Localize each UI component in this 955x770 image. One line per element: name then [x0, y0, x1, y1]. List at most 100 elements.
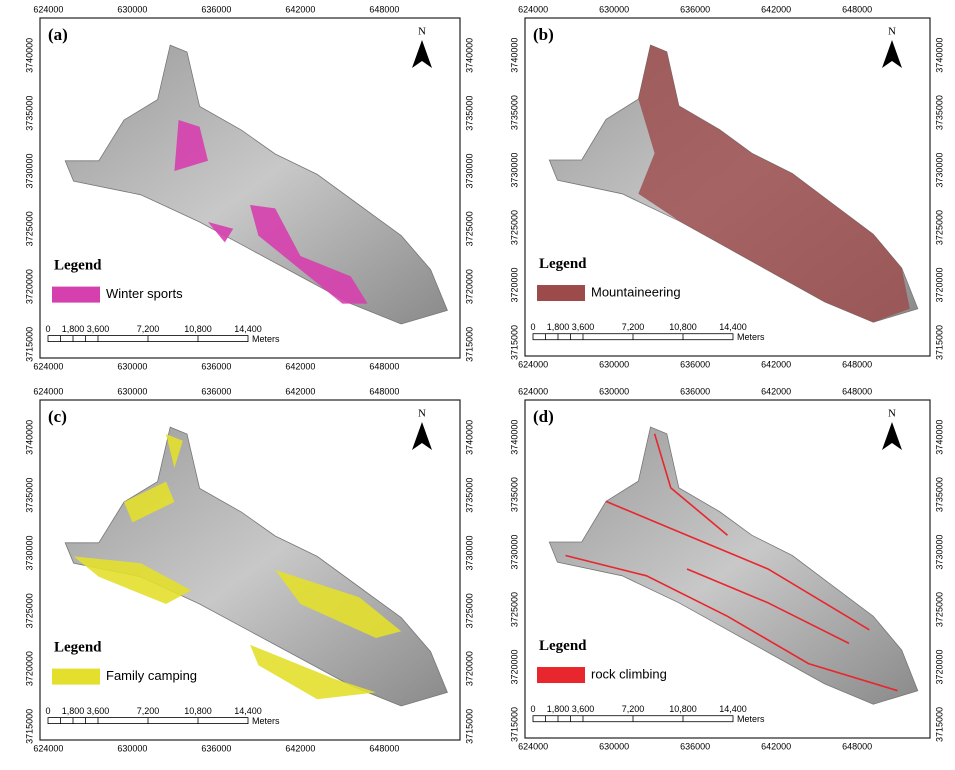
y-coord-label: 3720000 — [509, 267, 519, 302]
legend-title: Legend — [539, 256, 587, 272]
x-coord-label: 642000 — [285, 361, 315, 371]
x-coord-label: 636000 — [680, 359, 710, 369]
x-coord-label: 624000 — [33, 4, 63, 14]
x-coord-label: 636000 — [680, 4, 710, 14]
scale-label: 10,800 — [184, 706, 212, 716]
scale-unit: Meters — [737, 332, 765, 342]
y-coord-label: 3725000 — [24, 211, 34, 246]
x-coord-label: 642000 — [285, 743, 315, 753]
figure: (a)NLegendWinter sports01,8003,6007,2001… — [0, 0, 955, 770]
y-coord-label: 3720000 — [934, 649, 944, 684]
y-coord-label: 3715000 — [509, 325, 519, 360]
x-coord-label: 630000 — [599, 386, 629, 396]
legend-item: rock climbing — [591, 666, 667, 681]
scale-unit: Meters — [252, 334, 280, 344]
x-coord-label: 624000 — [33, 743, 63, 753]
y-coord-label: 3730000 — [464, 535, 474, 570]
y-coord-label: 3715000 — [464, 709, 474, 744]
scale-label: 10,800 — [669, 704, 697, 714]
scale-label: 0 — [530, 704, 535, 714]
y-coord-label: 3725000 — [464, 593, 474, 628]
y-coord-label: 3725000 — [509, 592, 519, 627]
north-label: N — [888, 408, 896, 420]
scale-label: 3,600 — [572, 704, 595, 714]
legend-swatch — [52, 669, 100, 685]
y-coord-label: 3730000 — [509, 153, 519, 188]
x-coord-label: 630000 — [599, 4, 629, 14]
x-coord-label: 630000 — [117, 4, 147, 14]
y-coord-label: 3740000 — [24, 38, 34, 73]
y-coord-label: 3730000 — [24, 535, 34, 570]
north-label: N — [418, 26, 426, 38]
x-coord-label: 630000 — [117, 743, 147, 753]
y-coord-label: 3720000 — [464, 269, 474, 304]
scale-label: 7,200 — [622, 322, 645, 332]
scale-label: 14,400 — [234, 706, 262, 716]
y-coord-label: 3720000 — [464, 651, 474, 686]
y-coord-label: 3730000 — [934, 535, 944, 570]
y-coord-label: 3715000 — [464, 327, 474, 362]
x-coord-label: 636000 — [201, 743, 231, 753]
panel-label: (d) — [533, 407, 554, 426]
x-coord-label: 648000 — [369, 743, 399, 753]
x-coord-label: 648000 — [842, 741, 872, 751]
legend-item: Family camping — [106, 668, 197, 683]
y-coord-label: 3735000 — [509, 477, 519, 512]
x-coord-label: 642000 — [761, 386, 791, 396]
y-coord-label: 3740000 — [464, 420, 474, 455]
y-coord-label: 3740000 — [509, 38, 519, 73]
y-coord-label: 3740000 — [934, 420, 944, 455]
scale-label: 10,800 — [669, 322, 697, 332]
y-coord-label: 3730000 — [464, 153, 474, 188]
x-coord-label: 648000 — [842, 359, 872, 369]
scale-label: 3,600 — [87, 324, 110, 334]
x-coord-label: 648000 — [369, 386, 399, 396]
y-coord-label: 3735000 — [24, 478, 34, 513]
y-coord-label: 3735000 — [509, 95, 519, 130]
y-coord-label: 3715000 — [24, 327, 34, 362]
x-coord-label: 642000 — [285, 4, 315, 14]
scale-label: 1,800 — [547, 704, 570, 714]
scale-unit: Meters — [737, 714, 765, 724]
y-coord-label: 3740000 — [934, 38, 944, 73]
scale-label: 3,600 — [87, 706, 110, 716]
x-coord-label: 630000 — [117, 386, 147, 396]
x-coord-label: 648000 — [842, 4, 872, 14]
y-coord-label: 3740000 — [24, 420, 34, 455]
y-coord-label: 3725000 — [934, 592, 944, 627]
map-panel: (b)NLegendMountaineering01,8003,6007,200… — [509, 4, 944, 369]
x-coord-label: 624000 — [518, 741, 548, 751]
panel-label: (a) — [48, 25, 68, 44]
y-coord-label: 3725000 — [509, 210, 519, 245]
x-coord-label: 636000 — [201, 386, 231, 396]
panel-label: (b) — [533, 25, 554, 44]
y-coord-label: 3720000 — [24, 651, 34, 686]
x-coord-label: 624000 — [33, 361, 63, 371]
scale-label: 14,400 — [719, 704, 747, 714]
y-coord-label: 3735000 — [24, 96, 34, 131]
x-coord-label: 642000 — [285, 386, 315, 396]
y-coord-label: 3715000 — [509, 707, 519, 742]
scale-label: 14,400 — [719, 322, 747, 332]
y-coord-label: 3730000 — [509, 535, 519, 570]
x-coord-label: 624000 — [33, 386, 63, 396]
scale-label: 1,800 — [62, 706, 85, 716]
x-coord-label: 636000 — [201, 361, 231, 371]
y-coord-label: 3735000 — [934, 95, 944, 130]
y-coord-label: 3725000 — [934, 210, 944, 245]
scale-label: 7,200 — [622, 704, 645, 714]
y-coord-label: 3715000 — [24, 709, 34, 744]
x-coord-label: 648000 — [369, 4, 399, 14]
x-coord-label: 630000 — [117, 361, 147, 371]
x-coord-label: 624000 — [518, 4, 548, 14]
y-coord-label: 3735000 — [464, 96, 474, 131]
scale-label: 7,200 — [137, 324, 160, 334]
scale-label: 7,200 — [137, 706, 160, 716]
scale-label: 3,600 — [572, 322, 595, 332]
y-coord-label: 3715000 — [934, 707, 944, 742]
scale-label: 0 — [530, 322, 535, 332]
scale-label: 10,800 — [184, 324, 212, 334]
y-coord-label: 3720000 — [24, 269, 34, 304]
